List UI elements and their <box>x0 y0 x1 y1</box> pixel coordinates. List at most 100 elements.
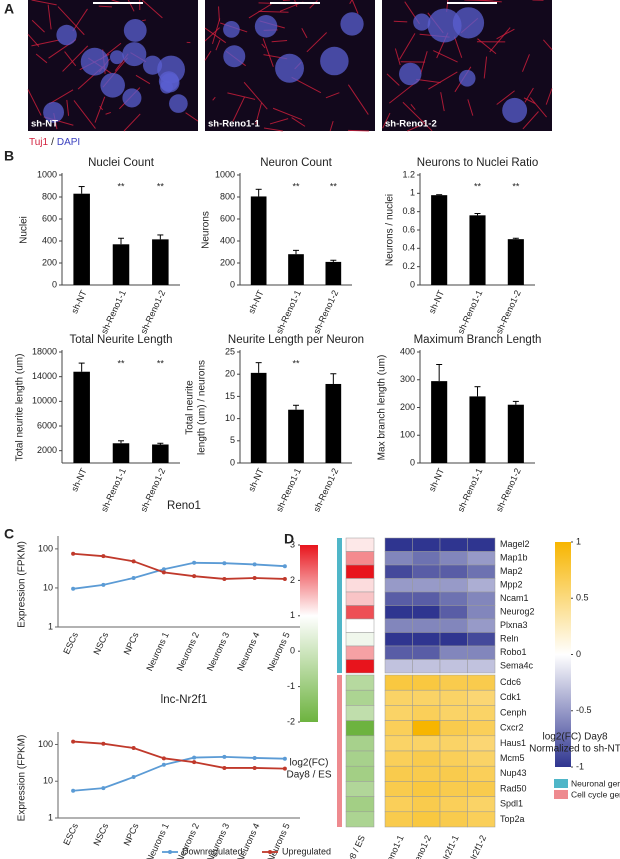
bar <box>325 383 342 463</box>
nuclei-cluster <box>275 53 304 83</box>
series-point <box>161 567 166 572</box>
heatmap-cell <box>412 659 441 674</box>
nuclei-cluster <box>413 13 431 31</box>
fc-cell <box>345 551 375 566</box>
neurite <box>31 39 60 47</box>
neurite <box>94 96 106 123</box>
neurite <box>291 117 306 127</box>
heatmap-cell <box>439 645 468 660</box>
series-point <box>192 755 197 760</box>
y-tick-label: 400 <box>42 235 57 245</box>
neurite <box>325 92 340 99</box>
heatmap-cell <box>384 735 413 752</box>
micrograph: sh-NT <box>27 0 199 132</box>
x-tick-label: sh-NT <box>69 288 89 315</box>
series-point <box>192 560 197 565</box>
heatmap-cell <box>384 645 413 660</box>
y-tick-label: 0 <box>52 279 57 289</box>
neurite <box>272 107 303 121</box>
neurite <box>27 89 42 116</box>
neurite <box>31 0 57 6</box>
fc-cell <box>345 632 375 647</box>
y-axis-label: length (um) / neurons <box>197 360 208 455</box>
panel-label: B <box>4 148 14 164</box>
gene-label: Cxcr2 <box>500 723 524 733</box>
x-tick-label: sh-Reno1-2 <box>494 467 523 514</box>
stain-label: DAPI <box>57 137 80 148</box>
heatmap-cell <box>384 720 413 737</box>
neurite <box>301 27 308 39</box>
y-tick-label: 1000 <box>215 169 235 179</box>
neurite <box>545 88 553 105</box>
neurite <box>47 4 52 30</box>
neurite <box>351 0 359 14</box>
y-tick-label: 1 <box>48 812 53 822</box>
legend-marker <box>168 850 172 854</box>
fc-cell <box>345 781 375 797</box>
neurite <box>127 0 135 12</box>
colorbar-label: Normalized to sh-NT <box>529 744 620 755</box>
heatmap-cell <box>439 750 468 767</box>
y-tick-label: 20 <box>225 369 235 379</box>
y-tick-label: 200 <box>42 257 57 267</box>
series-point <box>222 765 227 770</box>
series-point <box>282 756 287 761</box>
fc-cell <box>345 578 375 593</box>
heatmap-cell <box>467 659 496 674</box>
group-bar <box>337 675 342 827</box>
fc-cell <box>345 618 375 633</box>
bar <box>507 404 524 463</box>
y-tick-label: 100 <box>38 739 53 749</box>
y-tick-label: 600 <box>42 213 57 223</box>
x-tick-label: sh-Reno1-1 <box>99 467 128 514</box>
colorbar-tick-label: 0 <box>290 646 295 656</box>
chart-title: Reno1 <box>167 500 201 512</box>
neurite <box>269 118 289 125</box>
bar <box>73 193 90 285</box>
y-tick-label: 25 <box>225 346 235 356</box>
series-point <box>101 786 106 791</box>
heatmap-cell <box>439 618 468 633</box>
neurite <box>31 19 45 33</box>
y-tick-label: 0.8 <box>402 206 415 216</box>
series-line <box>73 755 285 792</box>
heatmap-cell <box>412 750 441 767</box>
gene-label: Rad50 <box>500 783 527 793</box>
gene-label: Sema4c <box>500 661 534 671</box>
nuclei-cluster <box>340 12 364 36</box>
heatmap-cell <box>384 564 413 579</box>
y-tick-label: 200 <box>220 257 235 267</box>
heatmap-cell <box>412 796 441 813</box>
x-tick-label: sh-Reno1-1 <box>274 289 303 336</box>
bar <box>507 239 524 285</box>
series-point <box>222 754 227 759</box>
series-point <box>101 741 106 746</box>
y-tick-label: 400 <box>220 235 235 245</box>
neurite <box>232 96 246 122</box>
x-tick-label: sh-Reno1-2 <box>311 467 340 514</box>
neurite <box>428 71 458 90</box>
heatmap-cell <box>467 645 496 660</box>
significance: ** <box>292 358 300 368</box>
series-point <box>161 762 166 767</box>
legend-label: Downregulated <box>182 846 243 856</box>
neurite <box>349 0 353 5</box>
y-tick-label: 100 <box>400 430 415 440</box>
heatmap-cell <box>412 564 441 579</box>
heatmap-cell <box>384 750 413 767</box>
heatmap-cell <box>384 591 413 606</box>
panel-label: D <box>284 531 294 547</box>
fc-cell <box>345 720 375 737</box>
colorbar-tick-label: -1 <box>287 681 295 691</box>
nuclei-cluster <box>458 69 476 87</box>
neurite <box>263 127 283 132</box>
heatmap-cell <box>384 705 413 721</box>
neurite <box>66 99 70 116</box>
y-axis-label: Expression (FPKM) <box>17 541 28 628</box>
fc-cell <box>345 645 375 660</box>
heatmap-cell <box>412 632 441 647</box>
y-tick-label: 300 <box>400 374 415 384</box>
bar <box>431 195 448 285</box>
fc-cell <box>345 537 375 552</box>
nuclei-cluster <box>452 7 485 39</box>
